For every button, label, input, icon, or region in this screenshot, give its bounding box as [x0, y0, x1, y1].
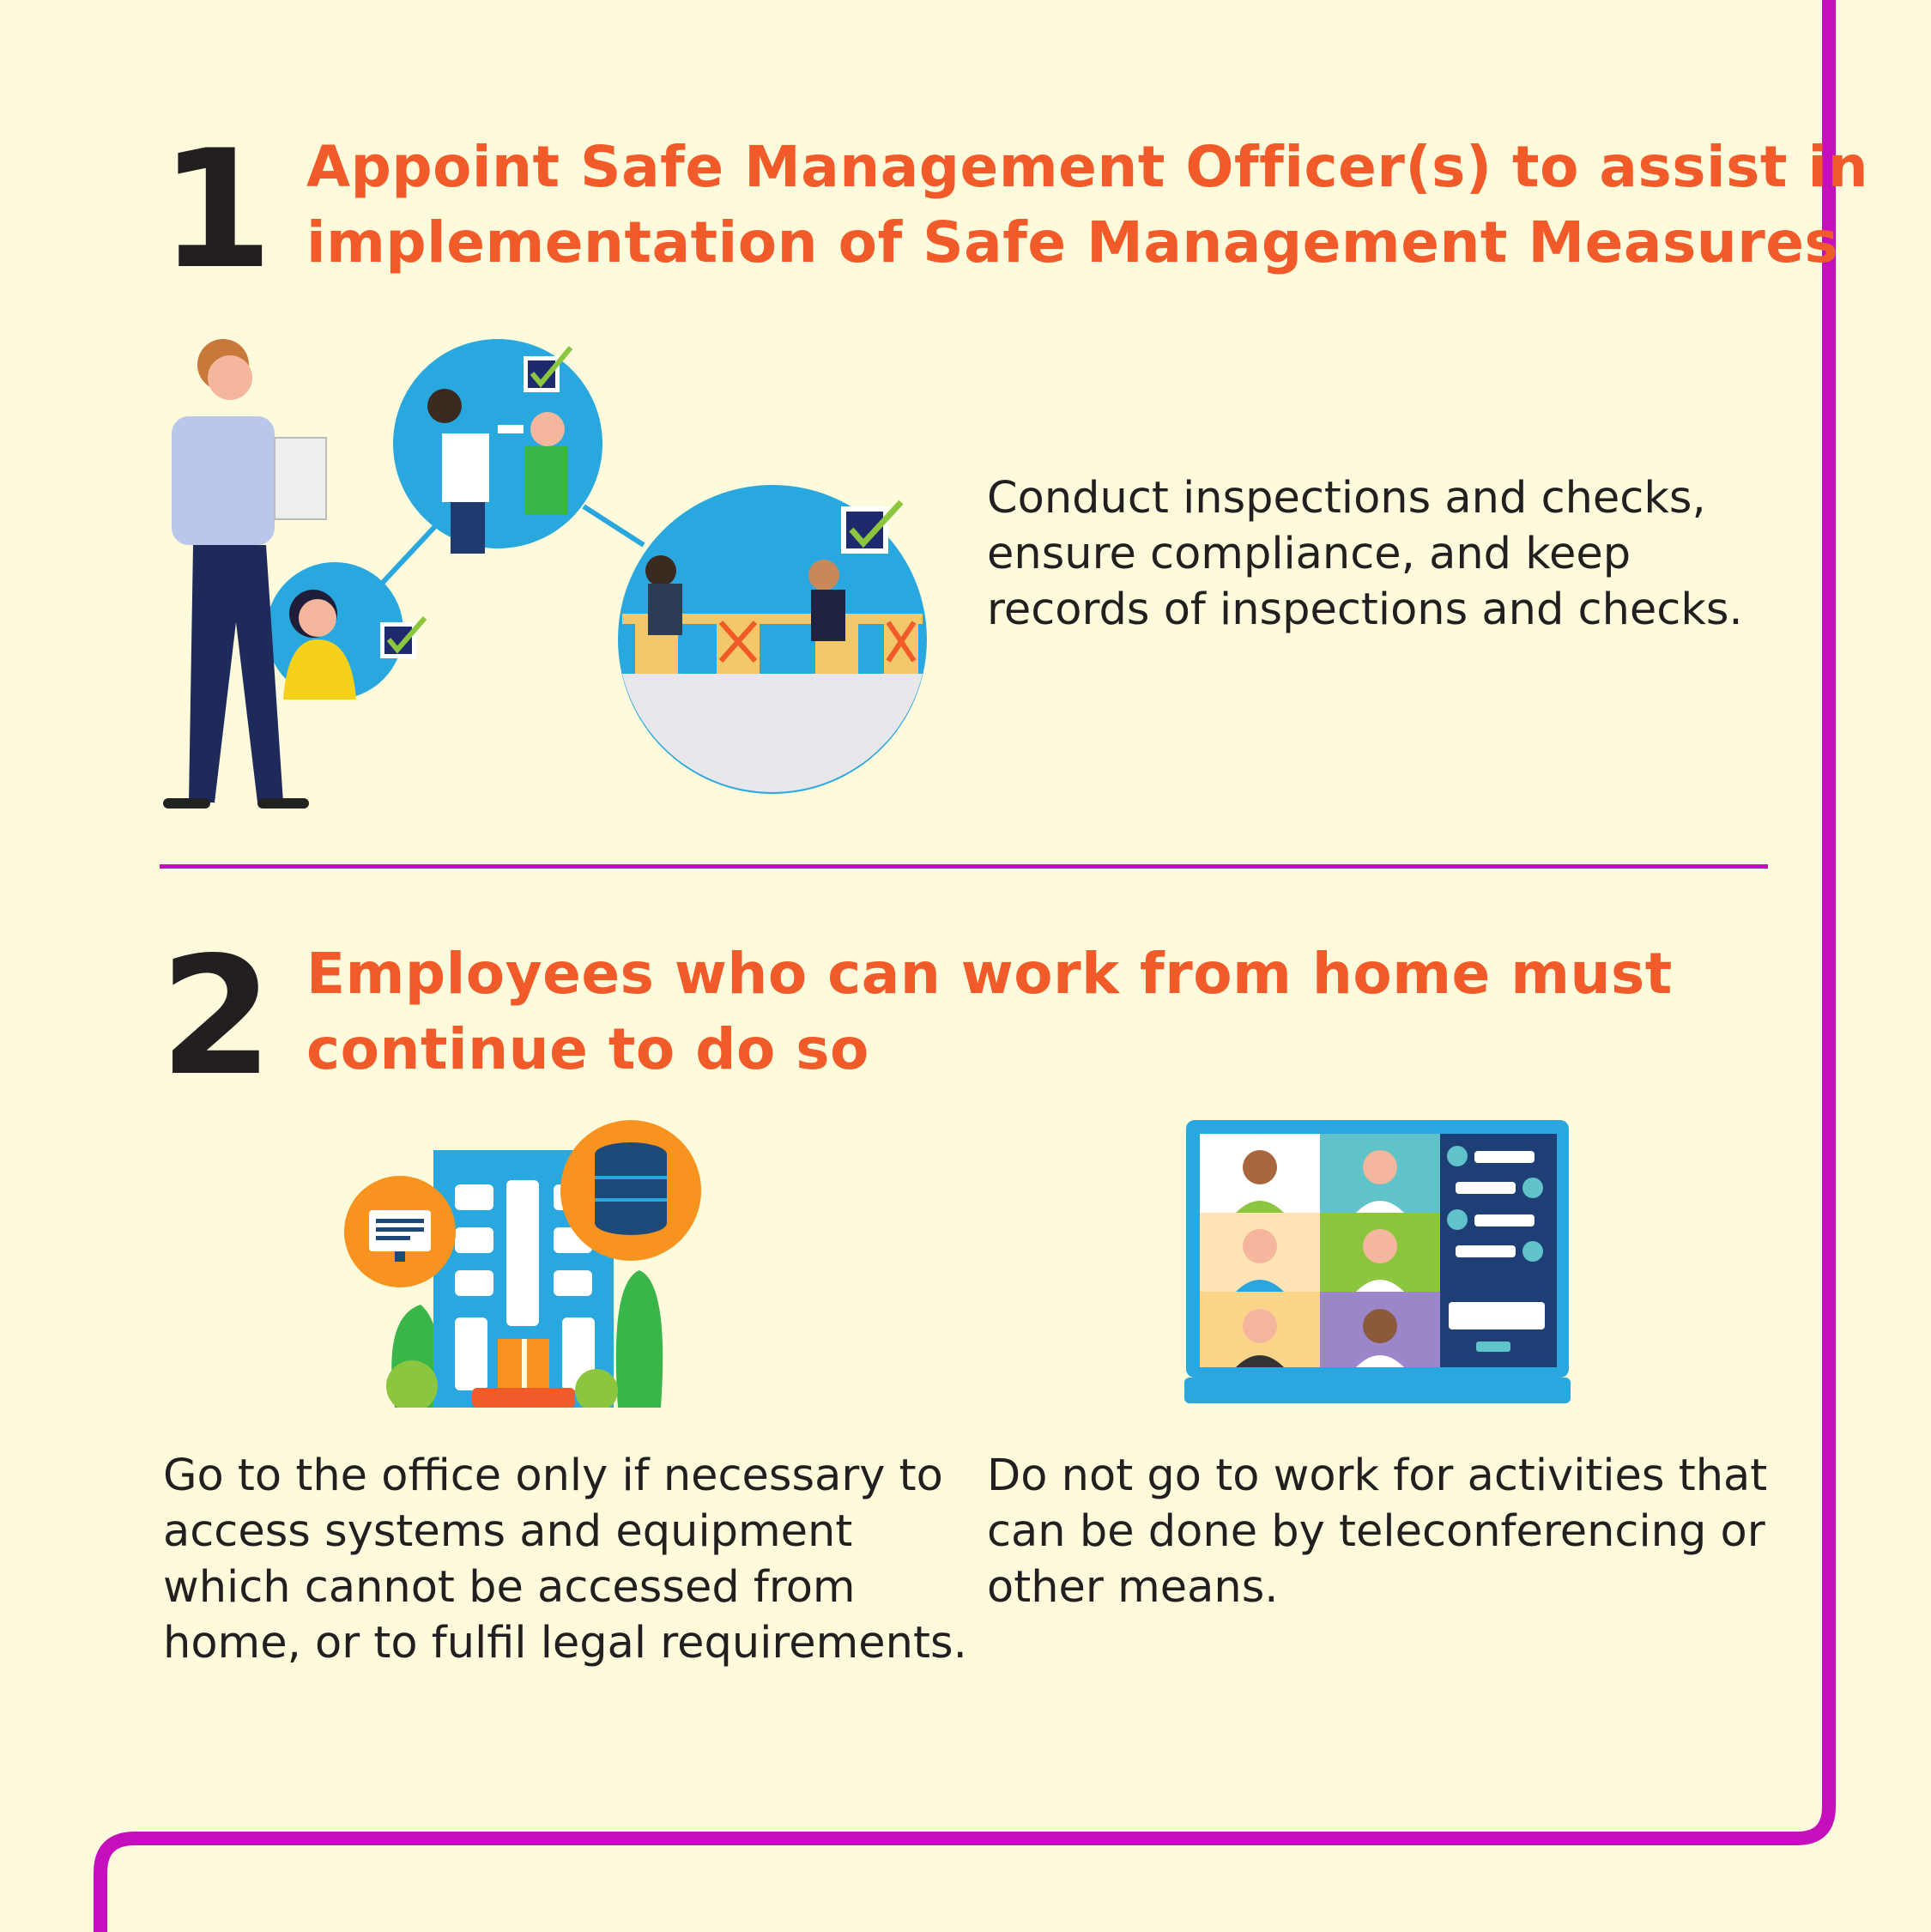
office-building-icon	[344, 1120, 701, 1408]
safe-management-officer-illustration	[163, 339, 927, 809]
section-2-office-description-line-3: which cannot be accessed from	[163, 1562, 856, 1613]
section-2-teleconference-description: Do not go to work for activities that ca…	[987, 1448, 1767, 1615]
section-divider	[160, 864, 1768, 869]
section-2-heading-line-1: Employees who can work from home must	[306, 941, 1673, 1007]
section-2-teleconference-description-line-3: other means.	[987, 1562, 1279, 1613]
section-2-teleconference-description-line-1: Do not go to work for activities that	[987, 1451, 1768, 1501]
section-1-description-line-1: Conduct inspections and checks,	[987, 473, 1706, 524]
video-conference-laptop-icon	[1184, 1120, 1571, 1403]
section-1-description-line-3: records of inspections and checks.	[987, 584, 1743, 635]
section-2-heading-line-2: continue to do so	[306, 1016, 869, 1082]
section-2-teleconference-description-line-2: can be done by teleconferencing or	[987, 1506, 1765, 1557]
section-2-office-description: Go to the office only if necessary to ac…	[163, 1448, 967, 1671]
section-1-heading: Appoint Safe Management Officer(s) to as…	[306, 130, 1868, 281]
section-1-number: 1	[160, 115, 274, 305]
temperature-check-circle	[393, 339, 602, 548]
section-1-description: Conduct inspections and checks, ensure c…	[987, 470, 1743, 638]
section-1-heading-line-1: Appoint Safe Management Officer(s) to as…	[306, 134, 1869, 200]
section-2-office-description-line-2: access systems and equipment	[163, 1506, 853, 1557]
section-2-heading: Employees who can work from home must co…	[306, 936, 1673, 1087]
section-2-office-description-line-4: home, or to fulfil legal requirements.	[163, 1618, 967, 1669]
section-2-number: 2	[160, 922, 274, 1111]
section-1-description-line-2: ensure compliance, and keep	[987, 529, 1631, 579]
section-2-office-description-line-1: Go to the office only if necessary to	[163, 1451, 943, 1501]
section-1-heading-line-2: implementation of Safe Management Measur…	[306, 209, 1839, 276]
